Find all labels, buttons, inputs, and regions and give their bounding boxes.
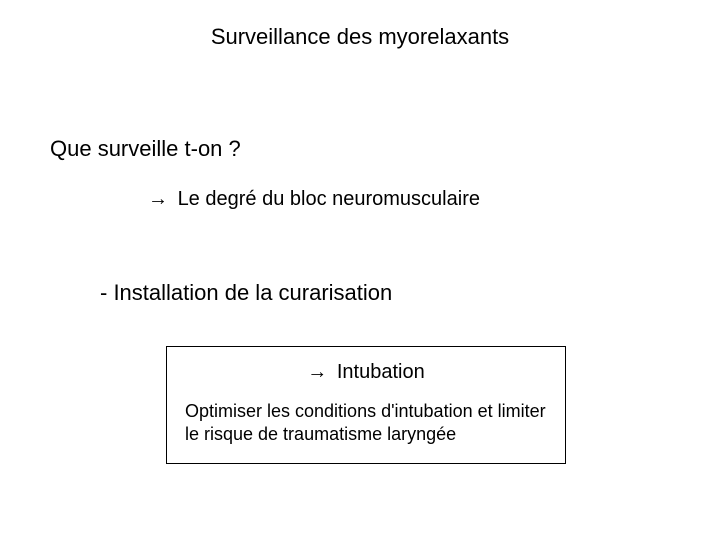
slide-title: Surveillance des myorelaxants <box>0 24 720 50</box>
slide-subtitle: Que surveille t-on ? <box>50 136 241 162</box>
arrow-right-icon: → <box>148 188 168 211</box>
install-line: - Installation de la curarisation <box>100 280 392 306</box>
box-heading: → Intubation <box>185 361 547 384</box>
box-body-text: Optimiser les conditions d'intubation et… <box>185 400 547 445</box>
box-head-text: Intubation <box>337 361 425 383</box>
slide: Surveillance des myorelaxants Que survei… <box>0 0 720 540</box>
bullet-line: → Le degré du bloc neuromusculaire <box>148 188 480 211</box>
bullet-text: Le degré du bloc neuromusculaire <box>178 188 480 210</box>
intubation-box: → Intubation Optimiser les conditions d'… <box>166 346 566 464</box>
arrow-right-icon: → <box>307 361 327 384</box>
